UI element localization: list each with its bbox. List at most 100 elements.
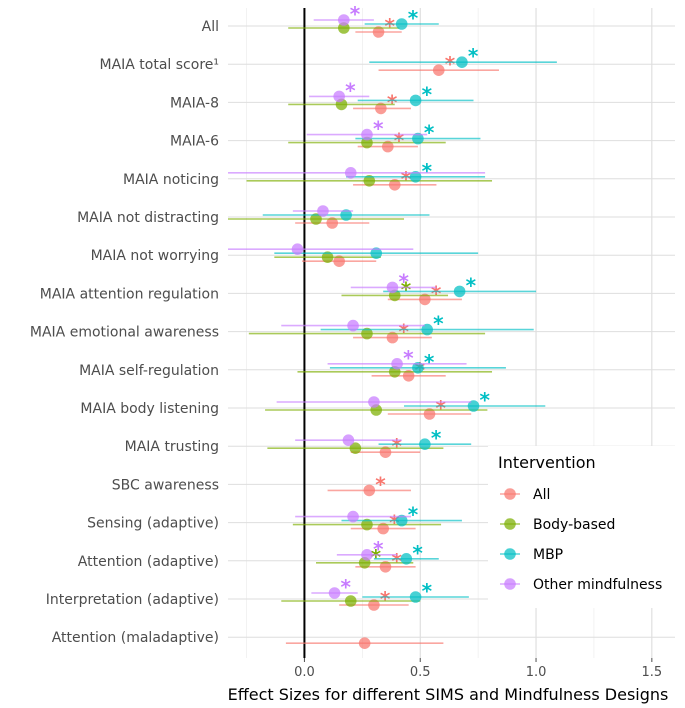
sig-star-all-maia-noticing: * — [401, 167, 412, 191]
sig-star-all-interpretation-adaptive: * — [380, 587, 391, 611]
point-mbp-maia-6 — [412, 132, 424, 145]
sig-star-other-mindfulness-all: * — [350, 2, 361, 26]
series-all: ************** — [285, 14, 499, 649]
legend-label-all: All — [533, 487, 550, 503]
point-other-mindfulness-maia-noticing — [344, 167, 357, 179]
y-label-attention-maladaptive: Attention (maladaptive) — [52, 630, 219, 646]
sig-star-mbp-maia-noticing: * — [422, 159, 433, 183]
series-mbp: ************* — [262, 6, 557, 603]
point-body-based-maia-not-distracting — [310, 213, 322, 225]
sig-star-all-maia-body-listening: * — [435, 396, 446, 420]
point-body-based-sensing-adaptive — [361, 518, 373, 531]
sig-star-all-attention-adaptive: * — [391, 549, 402, 573]
legend-key-other-mindfulness — [504, 578, 516, 590]
sig-star-other-mindfulness-interpretation-adaptive: * — [341, 575, 352, 599]
y-label-maia-trusting: MAIA trusting — [125, 439, 219, 455]
point-mbp-maia-noticing — [409, 171, 422, 183]
point-mbp-interpretation-adaptive — [409, 591, 422, 603]
x-tick-label: 1.0 — [526, 665, 547, 680]
sig-star-all-sensing-adaptive: * — [389, 511, 400, 535]
point-all-maia-6 — [382, 140, 394, 153]
point-all-maia-trusting — [379, 446, 392, 459]
point-all-maia-self-regulation — [402, 370, 415, 382]
sig-star-all-maia-emotional-awareness: * — [398, 320, 409, 344]
y-label-maia-noticing: MAIA noticing — [123, 172, 219, 188]
sig-star-all-all: * — [385, 14, 396, 38]
sig-star-mbp-sensing-adaptive: * — [408, 503, 419, 527]
point-all-attention-maladaptive — [358, 637, 371, 649]
sig-star-all-maia-attention-regulation: * — [431, 281, 442, 305]
sig-star-mbp-maia-self-regulation: * — [424, 350, 435, 374]
point-body-based-maia-trusting — [349, 442, 362, 455]
point-mbp-maia-total-score — [456, 56, 468, 68]
sig-star-mbp-all: * — [408, 6, 419, 30]
point-mbp-maia-body-listening — [467, 400, 480, 412]
legend-title: Intervention — [498, 453, 596, 472]
point-mbp-maia-self-regulation — [412, 362, 424, 374]
sig-star-other-mindfulness-maia-attention-regulation: * — [398, 269, 409, 293]
y-label-interpretation-adaptive: Interpretation (adaptive) — [46, 592, 219, 608]
point-mbp-maia-attention-regulation — [453, 285, 466, 298]
legend-background — [488, 446, 678, 608]
x-axis-title: Effect Sizes for different SIMS and Mind… — [228, 685, 669, 704]
point-all-maia-total-score — [432, 64, 445, 76]
legend-label-body-based: Body-based — [533, 517, 615, 533]
y-label-maia-not-distracting: MAIA not distracting — [77, 210, 219, 226]
sig-star-other-mindfulness-maia-self-regulation: * — [403, 346, 414, 370]
point-other-mindfulness-maia-not-worrying — [291, 243, 304, 255]
point-body-based-maia-not-worrying — [321, 251, 334, 263]
point-mbp-sensing-adaptive — [395, 514, 408, 527]
point-mbp-maia-trusting — [419, 438, 431, 451]
point-all-sbc-awareness — [363, 484, 376, 497]
sig-star-all-maia-8: * — [387, 90, 398, 114]
point-other-mindfulness-maia-self-regulation — [391, 358, 403, 370]
point-body-based-maia-noticing — [363, 175, 376, 187]
legend-label-mbp: MBP — [533, 547, 563, 563]
point-all-maia-not-distracting — [326, 217, 339, 229]
point-other-mindfulness-maia-not-distracting — [317, 205, 329, 217]
y-label-attention-adaptive: Attention (adaptive) — [78, 554, 219, 570]
point-other-mindfulness-all — [338, 14, 350, 26]
sig-star-mbp-maia-6: * — [424, 121, 435, 145]
y-axis-labels: All MAIA total score¹ MAIA-8 MAIA-6 MAIA not… — [30, 19, 219, 646]
series-body-based: ** — [228, 22, 493, 607]
point-mbp-attention-adaptive — [400, 553, 413, 565]
sig-star-mbp-maia-8: * — [422, 82, 433, 106]
y-label-maia-body-listening: MAIA body listening — [80, 401, 219, 417]
point-other-mindfulness-sensing-adaptive — [347, 510, 359, 523]
point-other-mindfulness-maia-6 — [361, 128, 373, 141]
point-mbp-all — [395, 18, 408, 30]
point-body-based-interpretation-adaptive — [344, 595, 357, 607]
point-all-maia-not-worrying — [333, 255, 345, 267]
sig-star-mbp-maia-total-score: * — [468, 44, 479, 68]
y-label-sbc-awareness: SBC awareness — [112, 477, 219, 493]
y-label-maia-emotional-awareness: MAIA emotional awareness — [30, 325, 219, 341]
point-mbp-maia-not-worrying — [370, 247, 383, 259]
point-all-attention-adaptive — [379, 561, 392, 573]
point-mbp-maia-emotional-awareness — [421, 323, 433, 336]
sig-star-body-based-maia-attention-regulation: * — [401, 277, 412, 301]
series-other-mindfulness: ******* — [228, 2, 486, 599]
point-body-based-maia-emotional-awareness — [361, 327, 373, 340]
legend-key-body-based — [504, 518, 516, 530]
legend-key-mbp — [504, 548, 516, 560]
sig-star-other-mindfulness-attention-adaptive: * — [373, 537, 384, 561]
y-label-all: All — [202, 19, 219, 35]
legend-key-all — [504, 488, 516, 500]
sig-star-mbp-attention-adaptive: * — [412, 541, 423, 565]
x-tick-label: 0.5 — [410, 665, 431, 680]
sig-star-all-maia-trusting: * — [391, 434, 402, 458]
y-label-maia-total-score: MAIA total score¹ — [99, 57, 219, 73]
y-label-maia-self-regulation: MAIA self-regulation — [79, 363, 219, 379]
x-axis-ticks: 0.0 0.5 1.0 1.5 — [294, 658, 662, 680]
sig-star-mbp-maia-body-listening: * — [480, 388, 491, 412]
x-tick-label: 1.5 — [641, 665, 662, 680]
point-other-mindfulness-maia-8 — [333, 90, 345, 103]
sig-star-other-mindfulness-maia-6: * — [373, 117, 384, 141]
point-other-mindfulness-maia-attention-regulation — [386, 281, 399, 294]
y-label-maia-6: MAIA-6 — [170, 134, 219, 150]
point-mbp-maia-8 — [409, 94, 422, 107]
x-tick-label: 0.0 — [294, 665, 315, 680]
point-other-mindfulness-maia-trusting — [342, 434, 355, 447]
point-all-maia-noticing — [388, 179, 401, 191]
